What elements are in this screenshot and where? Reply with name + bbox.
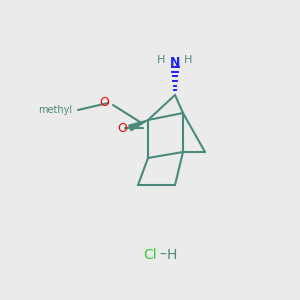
Text: N: N [170, 56, 180, 68]
Text: Cl: Cl [143, 248, 157, 262]
Text: H: H [184, 55, 192, 65]
Text: O: O [99, 97, 109, 110]
Text: methyl: methyl [38, 105, 72, 115]
Text: O: O [117, 122, 127, 134]
Text: –: – [160, 248, 167, 262]
Text: H: H [157, 55, 165, 65]
Text: H: H [167, 248, 177, 262]
Polygon shape [129, 120, 148, 131]
